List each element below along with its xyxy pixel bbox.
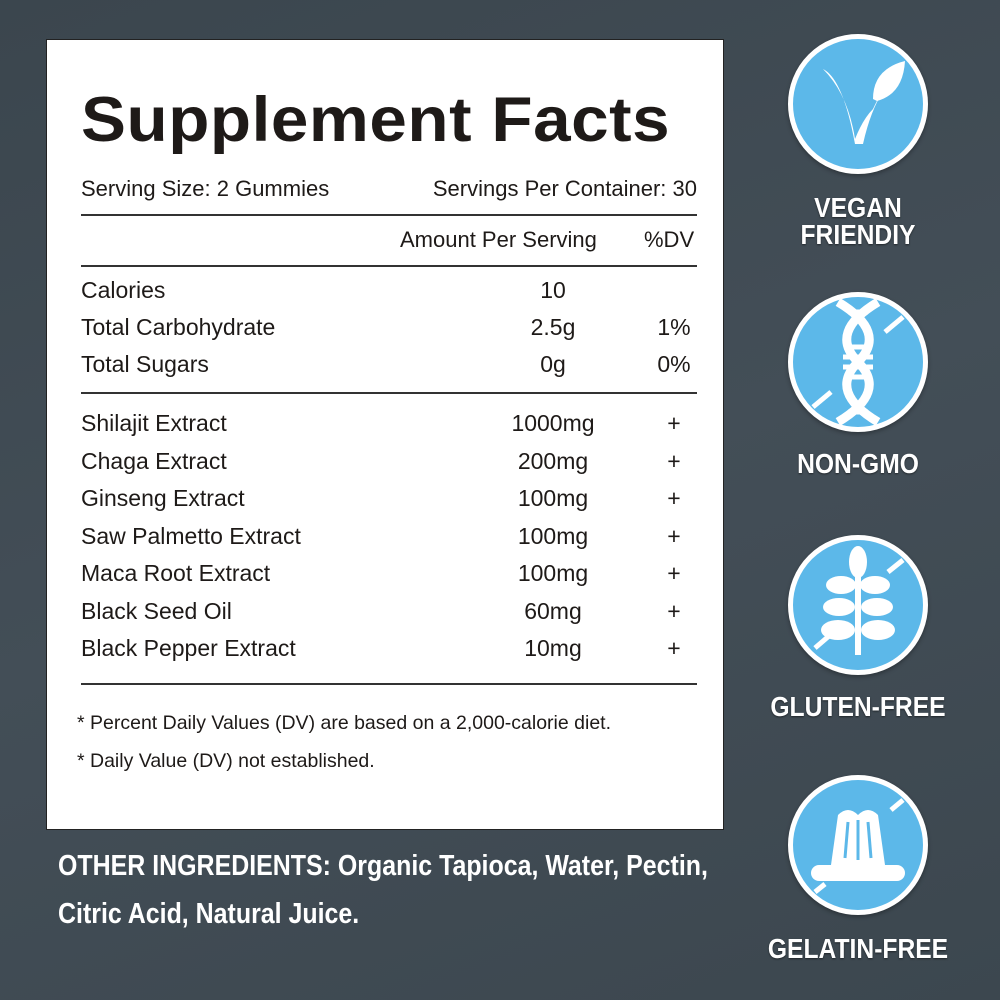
nutrients-row-amount: 2.5g	[530, 314, 576, 340]
divider	[81, 683, 697, 685]
badge-label-line: VEGAN	[814, 192, 902, 223]
ingredients-row-name: Ginseng Extract	[81, 485, 245, 511]
gelatin-icon	[788, 775, 928, 915]
badge-label-vegan: VEGAN FRIENDIY	[752, 192, 963, 250]
badge-label-non-gmo: NON-GMO	[797, 448, 919, 479]
other-ingredients-line2: Citric Acid, Natural Juice.	[58, 898, 360, 930]
ingredients-row-dv: +	[667, 597, 681, 624]
ingredients-row-dv: +	[667, 560, 681, 586]
ingredients-row-dv: +	[667, 522, 681, 549]
nutrients-row-amount: 10	[540, 277, 566, 303]
supplement-facts-panel: Supplement Facts Serving Size: 2 Gummies…	[46, 39, 724, 830]
serving-size: Serving Size: 2 Gummies	[81, 176, 330, 201]
dna-icon	[788, 292, 928, 432]
ingredients-row-name: Maca Root Extract	[81, 560, 271, 586]
ingredients-row-name: Black Seed Oil	[81, 597, 232, 624]
nutrients-row-name: Calories	[81, 277, 166, 303]
divider	[81, 392, 697, 394]
badge-label-gluten-free: GLUTEN-FREE	[770, 691, 946, 722]
ingredients-row-name: Black Pepper Extract	[81, 635, 296, 661]
nutrients-row-amount: 0g	[540, 351, 566, 377]
ingredients-row-name: Chaga Extract	[81, 447, 227, 474]
ingredients-row-amount: 10mg	[524, 635, 582, 661]
facts-title: Supplement Facts	[81, 85, 671, 155]
wheat-icon	[788, 535, 928, 675]
ingredients-row-dv: +	[667, 635, 681, 661]
servings-per-container: Servings Per Container: 30	[432, 176, 697, 201]
ingredients-row-amount: 200mg	[517, 447, 589, 474]
badge-label-gelatin-free: GELATIN-FREE	[767, 933, 949, 964]
badge-label-line: FRIENDIY	[800, 219, 916, 250]
ingredients-row-amount: 100mg	[517, 522, 589, 549]
ingredients-row-dv: +	[667, 410, 681, 436]
nutrients-row-name: Total Carbohydrate	[81, 314, 276, 340]
ingredients-row-dv: +	[667, 485, 681, 511]
ingredients-row-amount: 1000mg	[511, 410, 595, 436]
ingredients-row-name: Shilajit Extract	[81, 410, 227, 436]
footnote-1: * Percent Daily Values (DV) are based on…	[77, 712, 612, 734]
footnote-2: * Daily Value (DV) not established.	[77, 750, 375, 772]
amount-header: Amount Per Serving	[400, 227, 597, 252]
ingredients-row-amount: 100mg	[517, 485, 589, 511]
ingredients-row-name: Saw Palmetto Extract	[81, 522, 301, 549]
divider	[81, 214, 697, 216]
vegan-leaf-icon	[788, 34, 928, 174]
nutrients-row-dv: 1%	[657, 314, 691, 340]
other-ingredients-line1: OTHER INGREDIENTS: Organic Tapioca, Wate…	[58, 850, 708, 882]
nutrients-row-name: Total Sugars	[81, 351, 209, 377]
ingredients-row-dv: +	[667, 447, 681, 474]
nutrients-row-dv: 0%	[657, 351, 691, 377]
dv-header: %DV	[644, 227, 695, 252]
divider	[81, 265, 697, 267]
ingredients-row-amount: 100mg	[517, 560, 589, 586]
ingredients-row-amount: 60mg	[524, 597, 582, 624]
